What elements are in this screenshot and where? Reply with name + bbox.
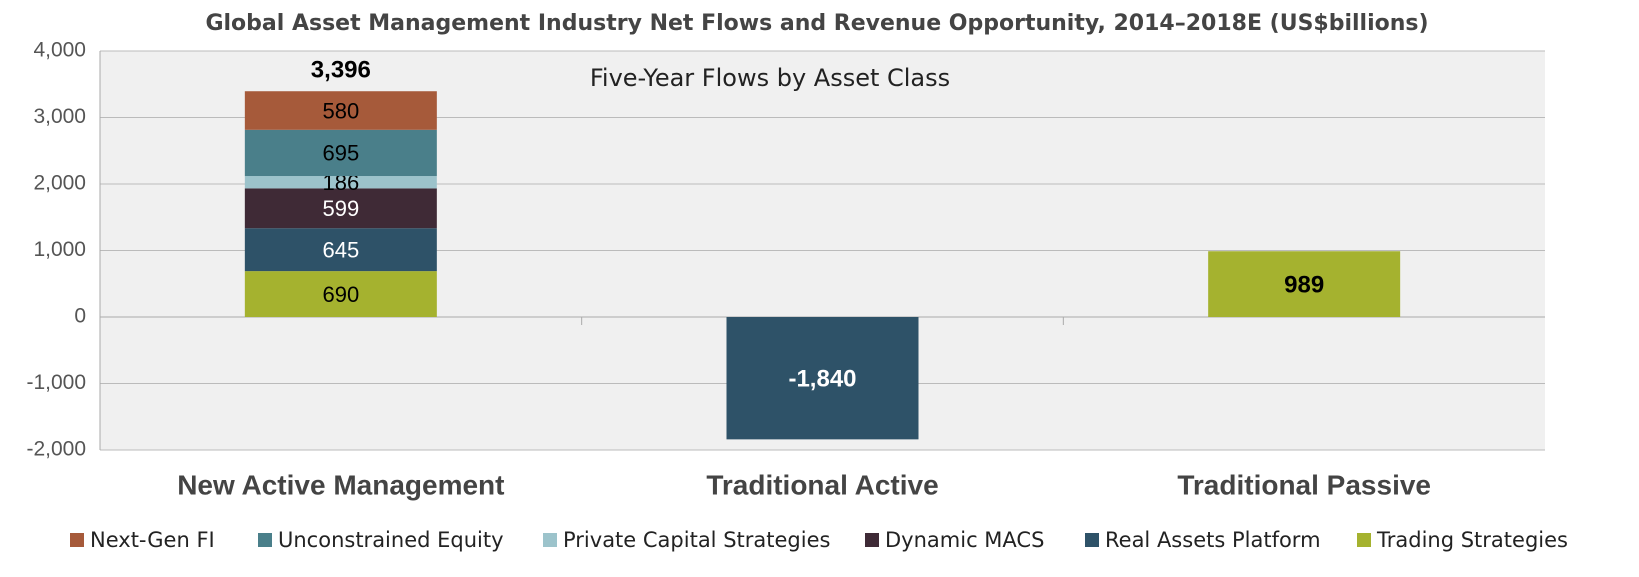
legend-label: Unconstrained Equity xyxy=(278,528,504,552)
data-label: 690 xyxy=(322,282,359,307)
data-label: 695 xyxy=(322,141,359,166)
x-tick-label: Traditional Passive xyxy=(1177,469,1431,500)
legend-label: Trading Strategies xyxy=(1376,528,1568,552)
legend-swatch xyxy=(543,533,557,547)
bar-segment xyxy=(244,91,437,130)
y-tick-label: 0 xyxy=(74,305,86,328)
legend-label: Private Capital Strategies xyxy=(563,528,830,552)
chart-title: Global Asset Management Industry Net Flo… xyxy=(205,11,1428,36)
data-label: 599 xyxy=(322,196,359,221)
data-label: 580 xyxy=(322,98,359,123)
bar-segment xyxy=(244,129,437,177)
legend-label: Next-Gen FI xyxy=(90,528,215,552)
total-label: 3,396 xyxy=(311,57,371,84)
y-tick-label: 2,000 xyxy=(33,172,86,195)
bar-segment xyxy=(244,176,437,189)
y-tick-label: -2,000 xyxy=(26,438,86,461)
subtitle: Five-Year Flows by Asset Class xyxy=(590,64,950,92)
legend-label: Dynamic MACS xyxy=(885,528,1044,552)
legend-swatch xyxy=(1357,533,1371,547)
data-label: 645 xyxy=(322,237,359,262)
legend-swatch xyxy=(258,533,272,547)
legend-swatch xyxy=(1085,533,1099,547)
bar-segment xyxy=(244,228,437,272)
legend-swatch xyxy=(70,533,84,547)
data-label: -1,840 xyxy=(788,366,856,393)
x-tick-label: New Active Management xyxy=(177,469,504,500)
bar-segment xyxy=(726,317,919,440)
legend-swatch xyxy=(865,533,879,547)
y-tick-label: -1,000 xyxy=(26,371,86,394)
bar-segment xyxy=(244,271,437,317)
legend-label: Real Assets Platform xyxy=(1105,528,1321,552)
y-tick-label: 3,000 xyxy=(33,105,86,128)
data-label: 989 xyxy=(1284,271,1324,298)
y-tick-label: 1,000 xyxy=(33,238,86,261)
x-tick-label: Traditional Active xyxy=(706,469,938,500)
bar-segment xyxy=(1208,251,1401,317)
y-tick-label: 4,000 xyxy=(33,39,86,62)
bar-segment xyxy=(244,188,437,229)
